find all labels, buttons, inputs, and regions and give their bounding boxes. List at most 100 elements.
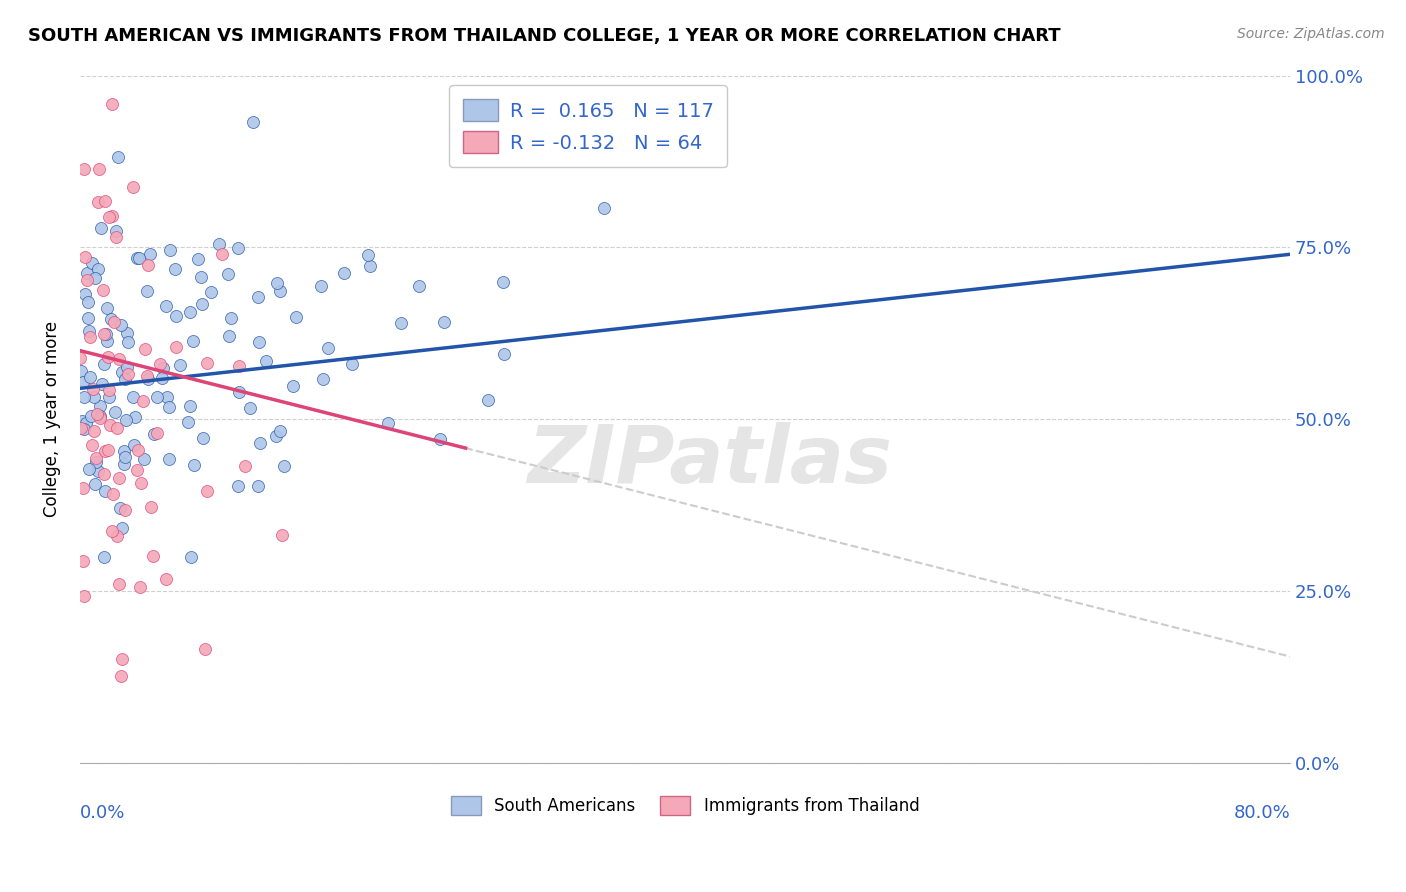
Point <box>86 407 108 421</box>
Point <box>179 399 201 413</box>
Point <box>122 438 145 452</box>
Point <box>108 471 131 485</box>
Point <box>73 390 96 404</box>
Point <box>105 529 128 543</box>
Point <box>264 429 287 443</box>
Point <box>93 483 115 498</box>
Point <box>80 409 103 424</box>
Point <box>200 285 222 299</box>
Point <box>96 301 118 315</box>
Point <box>247 290 270 304</box>
Point <box>89 409 111 423</box>
Point <box>122 180 145 194</box>
Point <box>73 589 96 603</box>
Point <box>146 390 169 404</box>
Point <box>93 467 115 481</box>
Point <box>117 368 139 382</box>
Point <box>134 343 156 357</box>
Point <box>72 414 94 428</box>
Point <box>155 572 177 586</box>
Point <box>142 549 165 563</box>
Point <box>110 318 132 333</box>
Point <box>112 444 135 458</box>
Point <box>101 524 124 538</box>
Point <box>69 364 91 378</box>
Point <box>312 372 335 386</box>
Point <box>76 295 98 310</box>
Point <box>247 479 270 493</box>
Text: SOUTH AMERICAN VS IMMIGRANTS FROM THAILAND COLLEGE, 1 YEAR OR MORE CORRELATION C: SOUTH AMERICAN VS IMMIGRANTS FROM THAILA… <box>28 27 1060 45</box>
Point <box>146 426 169 441</box>
Point <box>87 464 110 478</box>
Point <box>93 327 115 342</box>
Point <box>156 390 179 404</box>
Point <box>73 250 96 264</box>
Point <box>194 641 217 656</box>
Point <box>76 266 98 280</box>
Point <box>159 244 181 258</box>
Point <box>100 312 122 326</box>
Point <box>114 450 136 464</box>
Point <box>136 258 159 272</box>
Point <box>269 424 291 438</box>
Point <box>97 390 120 404</box>
Point <box>97 210 120 224</box>
Point <box>79 369 101 384</box>
Point <box>96 334 118 348</box>
Point <box>219 311 242 326</box>
Point <box>228 384 250 399</box>
Point <box>117 326 139 341</box>
Point <box>90 221 112 235</box>
Point <box>129 580 152 594</box>
Point <box>82 255 104 269</box>
Point <box>77 310 100 325</box>
Point <box>128 251 150 265</box>
Point <box>80 438 103 452</box>
Point <box>103 405 125 419</box>
Point <box>103 486 125 500</box>
Point <box>183 458 205 473</box>
Point <box>111 365 134 379</box>
Point <box>89 161 111 176</box>
Point <box>247 335 270 350</box>
Point <box>150 371 173 385</box>
Point <box>389 316 412 330</box>
Point <box>70 421 93 435</box>
Point <box>283 379 305 393</box>
Point <box>122 390 145 404</box>
Point <box>104 230 127 244</box>
Point <box>169 358 191 372</box>
Point <box>429 432 451 446</box>
Point <box>73 161 96 176</box>
Point <box>87 262 110 277</box>
Point <box>103 315 125 329</box>
Point <box>190 269 212 284</box>
Point <box>132 393 155 408</box>
Text: ZIPatlas: ZIPatlas <box>527 422 891 500</box>
Point <box>82 383 104 397</box>
Y-axis label: College, 1 year or more: College, 1 year or more <box>44 321 60 517</box>
Point <box>249 435 271 450</box>
Point <box>72 375 94 389</box>
Point <box>72 554 94 568</box>
Point <box>228 359 250 373</box>
Point <box>114 372 136 386</box>
Point <box>108 576 131 591</box>
Point <box>491 275 513 289</box>
Point <box>124 409 146 424</box>
Point <box>84 455 107 469</box>
Point <box>83 424 105 438</box>
Point <box>226 478 249 492</box>
Point <box>98 383 121 397</box>
Point <box>93 357 115 371</box>
Point <box>69 351 91 365</box>
Point <box>157 400 180 414</box>
Point <box>165 309 187 323</box>
Point <box>359 259 381 273</box>
Point <box>110 521 132 535</box>
Point <box>157 452 180 467</box>
Point <box>110 669 132 683</box>
Point <box>94 443 117 458</box>
Point <box>342 357 364 371</box>
Point <box>316 341 339 355</box>
